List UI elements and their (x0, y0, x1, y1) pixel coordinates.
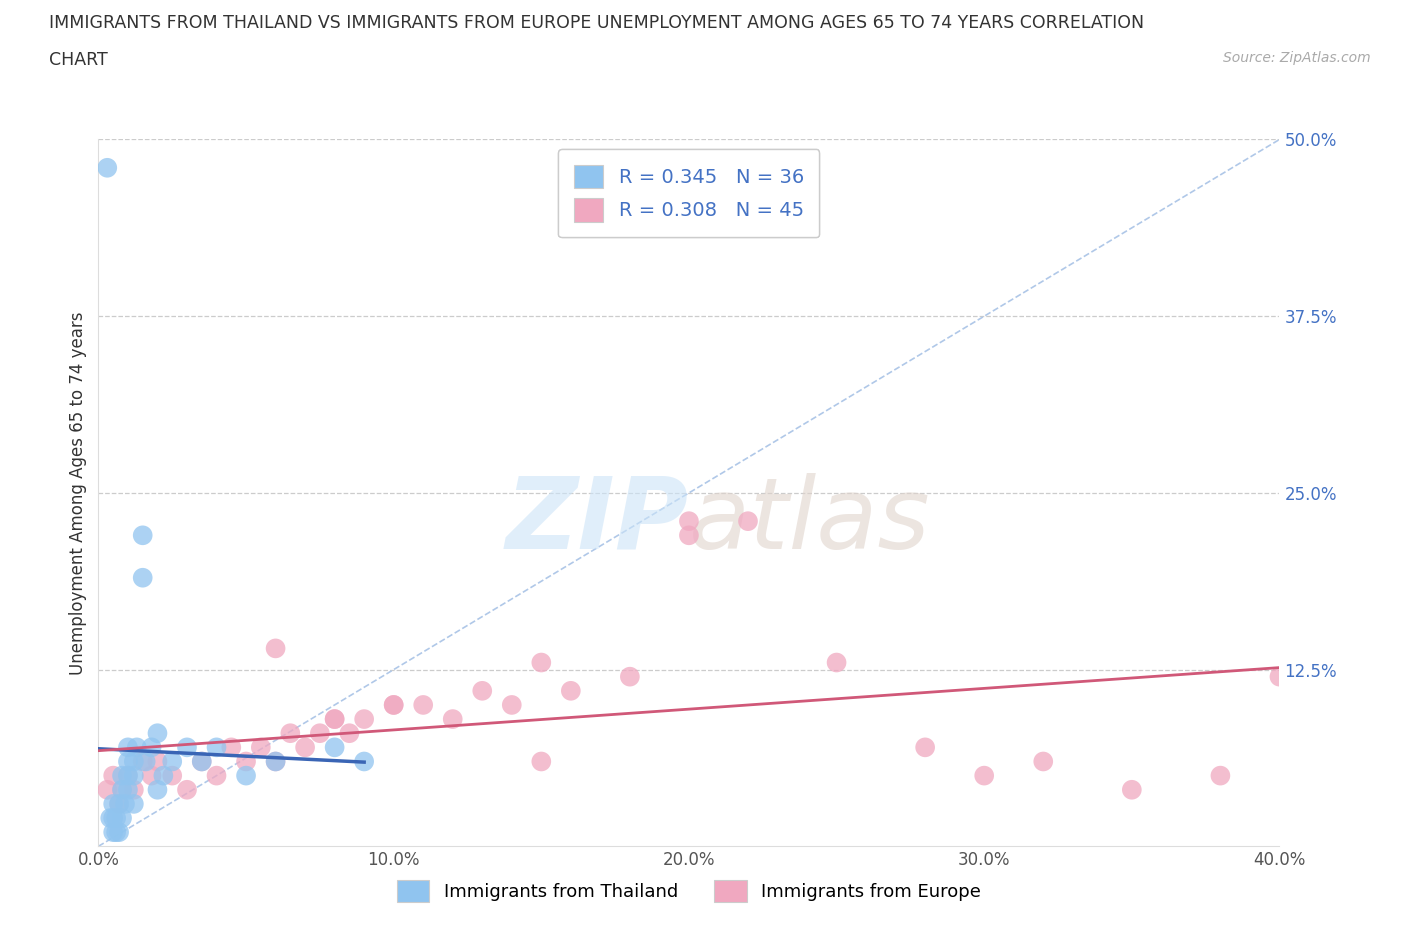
Point (125, 740, 148, 755)
Point (914, 740, 936, 755)
Text: atlas: atlas (689, 472, 931, 570)
Y-axis label: Unemployment Among Ages 65 to 74 years: Unemployment Among Ages 65 to 74 years (69, 312, 87, 674)
Point (235, 768, 257, 783)
Point (205, 768, 228, 783)
Point (103, 825, 125, 840)
Point (108, 825, 131, 840)
Point (117, 754, 139, 769)
Point (141, 768, 163, 783)
Point (323, 711, 346, 726)
Point (235, 754, 257, 769)
Point (678, 513, 700, 528)
Point (96, 782, 118, 797)
Point (103, 811, 125, 826)
Point (146, 725, 169, 740)
Point (441, 711, 464, 726)
Point (135, 754, 157, 769)
Point (353, 754, 375, 769)
Point (382, 698, 405, 712)
Point (122, 768, 145, 783)
Point (309, 725, 332, 740)
Point (111, 782, 134, 797)
Point (141, 740, 163, 755)
Point (501, 698, 523, 712)
Point (98, 811, 121, 826)
Point (117, 768, 139, 783)
Point (162, 768, 183, 783)
Point (264, 754, 287, 769)
Point (294, 740, 316, 755)
Point (152, 768, 174, 783)
Point (117, 782, 139, 797)
Point (1268, 670, 1291, 684)
Point (412, 698, 434, 712)
Point (108, 796, 131, 811)
Point (162, 754, 183, 769)
Point (278, 725, 302, 740)
Legend: Immigrants from Thailand, Immigrants from Europe: Immigrants from Thailand, Immigrants fro… (382, 866, 995, 916)
Point (103, 796, 125, 811)
Point (825, 655, 848, 670)
Point (122, 782, 145, 797)
Point (122, 796, 145, 811)
Point (132, 570, 155, 585)
Point (191, 754, 214, 769)
Point (323, 740, 346, 755)
Point (1209, 768, 1232, 783)
Text: ZIP: ZIP (506, 472, 689, 570)
Point (323, 711, 346, 726)
Point (111, 768, 134, 783)
Point (219, 740, 242, 755)
Point (264, 641, 287, 656)
Legend: R = 0.345   N = 36, R = 0.308   N = 45: R = 0.345 N = 36, R = 0.308 N = 45 (558, 149, 820, 237)
Point (191, 754, 214, 769)
Point (530, 754, 553, 769)
Point (176, 740, 198, 755)
Point (205, 740, 228, 755)
Point (337, 725, 360, 740)
Text: Source: ZipAtlas.com: Source: ZipAtlas.com (1223, 51, 1371, 65)
Point (1032, 754, 1054, 769)
Point (353, 711, 375, 726)
Text: CHART: CHART (49, 51, 108, 69)
Point (105, 825, 128, 840)
Point (103, 768, 125, 783)
Point (973, 768, 995, 783)
Point (117, 740, 139, 755)
Point (132, 528, 155, 543)
Point (146, 754, 169, 769)
Point (264, 754, 287, 769)
Point (111, 811, 134, 826)
Point (132, 754, 155, 769)
Text: IMMIGRANTS FROM THAILAND VS IMMIGRANTS FROM EUROPE UNEMPLOYMENT AMONG AGES 65 TO: IMMIGRANTS FROM THAILAND VS IMMIGRANTS F… (49, 14, 1144, 32)
Point (108, 796, 131, 811)
Point (114, 796, 136, 811)
Point (1121, 782, 1143, 797)
Point (96, 160, 118, 175)
Point (250, 740, 273, 755)
Point (471, 684, 494, 698)
Point (146, 782, 169, 797)
Point (619, 670, 641, 684)
Point (117, 768, 139, 783)
Point (176, 782, 198, 797)
Point (111, 782, 134, 797)
Point (560, 684, 582, 698)
Point (678, 528, 700, 543)
Point (122, 754, 145, 769)
Point (530, 655, 553, 670)
Point (737, 513, 759, 528)
Point (382, 698, 405, 712)
Point (105, 811, 128, 826)
